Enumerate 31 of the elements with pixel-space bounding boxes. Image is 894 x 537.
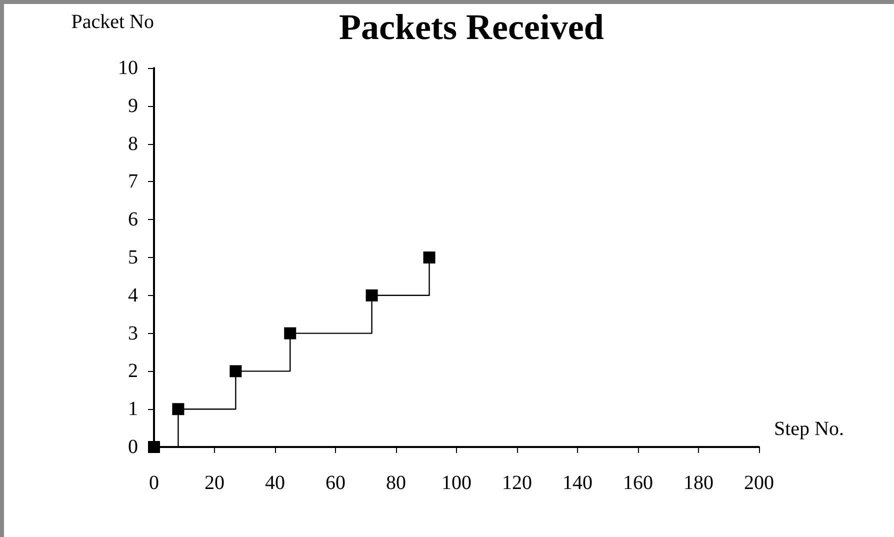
x-tick-label: 80 bbox=[386, 472, 406, 494]
y-tick-label: 1 bbox=[128, 398, 138, 420]
x-tick-label: 200 bbox=[744, 472, 774, 494]
y-tick-label: 4 bbox=[128, 284, 138, 306]
y-tick-label: 5 bbox=[128, 246, 138, 268]
x-tick-label: 0 bbox=[149, 472, 159, 494]
x-tick-label: 60 bbox=[326, 472, 346, 494]
y-tick-label: 9 bbox=[128, 94, 138, 117]
point bbox=[148, 441, 160, 453]
chart-title: Packets Received bbox=[339, 7, 604, 47]
x-tick-label: 40 bbox=[265, 472, 285, 494]
x-tick-label: 160 bbox=[623, 472, 653, 494]
x-tick-label: 100 bbox=[442, 472, 472, 494]
x-tick-label: 180 bbox=[684, 472, 714, 494]
point bbox=[172, 403, 184, 416]
x-tick-label: 20 bbox=[204, 472, 224, 494]
point bbox=[230, 365, 242, 378]
y-tick-label: 6 bbox=[128, 208, 138, 231]
point bbox=[423, 252, 436, 264]
y-tick-label: 0 bbox=[128, 436, 138, 458]
y-tick-label: 7 bbox=[128, 170, 138, 193]
x-tick-label: 120 bbox=[502, 472, 532, 494]
y-axis-title: Packet No bbox=[71, 11, 154, 33]
x-axis-title: Step No. bbox=[774, 418, 844, 440]
point bbox=[366, 289, 378, 302]
y-tick-label: 10 bbox=[118, 57, 138, 79]
y-tick-label: 8 bbox=[128, 132, 138, 155]
y-tick-label: 3 bbox=[128, 322, 138, 344]
y-tick-label: 2 bbox=[128, 360, 138, 382]
point bbox=[284, 327, 296, 340]
x-tick-label: 140 bbox=[562, 472, 592, 494]
